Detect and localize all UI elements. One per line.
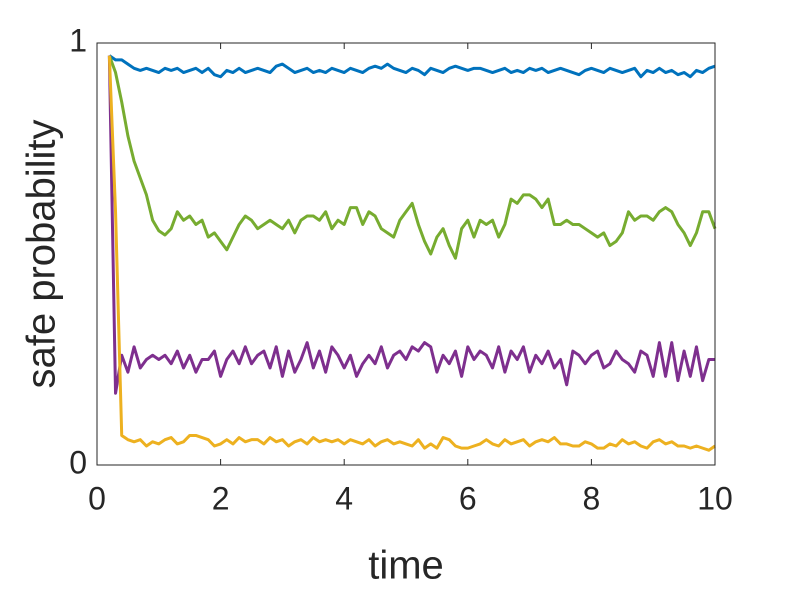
y-tick-label: 1	[69, 22, 87, 58]
axes-box	[96, 42, 716, 466]
x-tick-label: 6	[459, 480, 477, 516]
line-series	[108, 54, 716, 79]
line-series	[107, 55, 717, 260]
x-tick-label: 8	[583, 480, 601, 516]
x-axis-label: time	[368, 544, 444, 588]
x-tick-label: 4	[335, 480, 353, 516]
y-tick-label: 0	[69, 444, 87, 480]
line-series	[107, 55, 716, 452]
x-tick-label: 0	[88, 480, 106, 516]
x-tick-label: 2	[212, 480, 230, 516]
line-series	[107, 55, 715, 395]
x-tick-label: 10	[697, 480, 733, 516]
plot-area	[97, 43, 715, 465]
y-axis-label: safe probability	[20, 119, 64, 388]
